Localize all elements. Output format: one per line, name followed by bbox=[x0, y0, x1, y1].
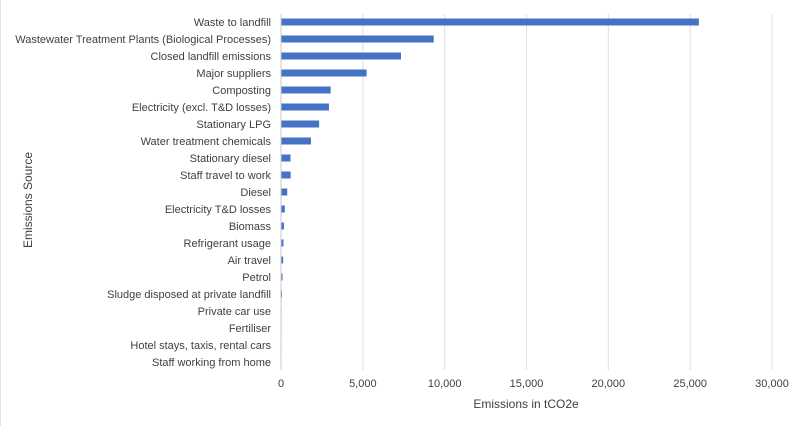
bar bbox=[281, 205, 285, 213]
category-label: Wastewater Treatment Plants (Biological … bbox=[15, 34, 271, 46]
bar bbox=[281, 35, 434, 43]
category-label: Fertiliser bbox=[229, 323, 272, 335]
bar bbox=[281, 86, 331, 94]
bar bbox=[281, 171, 291, 179]
x-axis-title: Emissions in tCO2e bbox=[473, 397, 579, 411]
gridlines bbox=[280, 14, 773, 370]
category-label: Air travel bbox=[228, 255, 271, 267]
bar bbox=[281, 52, 401, 60]
category-label: Electricity (excl. T&D losses) bbox=[132, 102, 271, 114]
category-label: Composting bbox=[212, 85, 271, 97]
bar bbox=[281, 103, 329, 111]
x-tick-labels: 0 5,000 10,000 15,000 20,000 25,000 30,000 bbox=[278, 378, 789, 390]
bar bbox=[281, 154, 291, 162]
category-label: Private car use bbox=[198, 306, 271, 318]
category-label: Hotel stays, taxis, rental cars bbox=[130, 340, 271, 352]
category-label: Refrigerant usage bbox=[184, 238, 271, 250]
x-tick-label: 25,000 bbox=[673, 378, 707, 390]
y-axis-title: Emissions Source bbox=[21, 152, 35, 248]
category-label: Waste to landfill bbox=[194, 17, 271, 29]
x-tick-label: 30,000 bbox=[755, 378, 789, 390]
bar bbox=[281, 256, 284, 264]
category-label: Petrol bbox=[242, 272, 271, 284]
category-label: Sludge disposed at private landfill bbox=[107, 289, 271, 301]
category-label: Closed landfill emissions bbox=[151, 51, 272, 63]
category-label: Electricity T&D losses bbox=[165, 204, 272, 216]
category-label: Staff working from home bbox=[152, 357, 271, 369]
category-label: Staff travel to work bbox=[180, 170, 271, 182]
bars bbox=[281, 18, 699, 366]
category-label: Diesel bbox=[240, 187, 271, 199]
bar bbox=[281, 222, 284, 230]
category-label: Major suppliers bbox=[196, 68, 271, 80]
bar bbox=[281, 137, 311, 145]
bar bbox=[281, 273, 283, 281]
category-label: Water treatment chemicals bbox=[141, 136, 272, 148]
bar bbox=[281, 69, 367, 77]
category-label: Stationary diesel bbox=[190, 153, 271, 165]
category-label: Biomass bbox=[229, 221, 272, 233]
x-tick-label: 10,000 bbox=[428, 378, 462, 390]
bar bbox=[281, 120, 320, 128]
x-tick-label: 0 bbox=[278, 378, 284, 390]
x-tick-label: 20,000 bbox=[592, 378, 626, 390]
bar bbox=[281, 188, 288, 196]
category-labels: Waste to landfill Wastewater Treatment Pl… bbox=[15, 17, 271, 369]
x-tick-label: 5,000 bbox=[349, 378, 377, 390]
category-label: Stationary LPG bbox=[196, 119, 271, 131]
bar bbox=[281, 18, 699, 26]
x-tick-label: 15,000 bbox=[510, 378, 544, 390]
bar bbox=[281, 239, 284, 247]
